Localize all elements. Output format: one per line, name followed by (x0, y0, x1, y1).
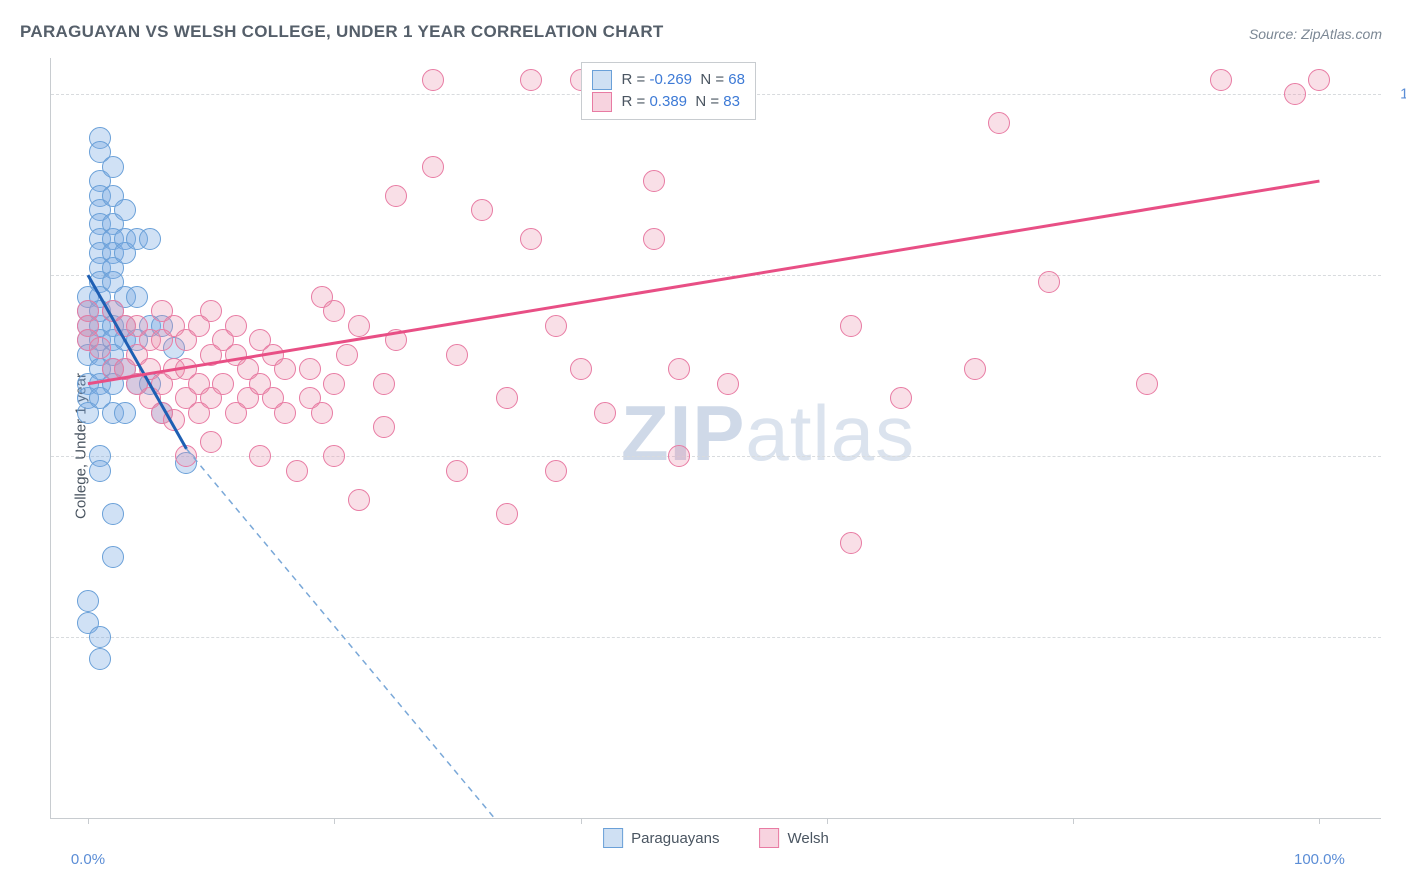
legend-swatch-icon (592, 70, 612, 90)
data-point-welsh (89, 337, 111, 359)
data-point-welsh (496, 503, 518, 525)
data-point-welsh (212, 373, 234, 395)
data-point-welsh (1136, 373, 1158, 395)
data-point-welsh (274, 402, 296, 424)
data-point-paraguayans (114, 199, 136, 221)
data-point-paraguayans (126, 286, 148, 308)
data-point-paraguayans (77, 590, 99, 612)
watermark: ZIPatlas (621, 388, 915, 479)
bottom-legend: Paraguayans Welsh (603, 828, 829, 848)
x-tick-mark (334, 818, 335, 824)
data-point-welsh (348, 315, 370, 337)
gridline-horizontal (51, 637, 1381, 638)
data-point-welsh (520, 228, 542, 250)
source-attribution: Source: ZipAtlas.com (1249, 26, 1382, 42)
data-point-welsh (570, 358, 592, 380)
data-point-welsh (446, 344, 468, 366)
data-point-welsh (323, 300, 345, 322)
data-point-welsh (840, 315, 862, 337)
stats-row-paraguayans: R = -0.269 N = 68 (592, 69, 745, 91)
data-point-paraguayans (102, 546, 124, 568)
data-point-paraguayans (89, 460, 111, 482)
data-point-welsh (274, 358, 296, 380)
data-point-welsh (668, 445, 690, 467)
legend-label: Welsh (788, 830, 829, 847)
regression-lines (51, 58, 1381, 818)
data-point-welsh (643, 228, 665, 250)
data-point-welsh (643, 170, 665, 192)
data-point-welsh (1284, 83, 1306, 105)
y-tick-label: 25.0% (1391, 629, 1406, 646)
chart-title: PARAGUAYAN VS WELSH COLLEGE, UNDER 1 YEA… (20, 22, 664, 42)
legend-label: Paraguayans (631, 830, 719, 847)
data-point-welsh (348, 489, 370, 511)
y-tick-label: 100.0% (1391, 86, 1406, 103)
data-point-welsh (225, 315, 247, 337)
data-point-welsh (336, 344, 358, 366)
data-point-welsh (311, 402, 333, 424)
legend-item-paraguayans: Paraguayans (603, 828, 719, 848)
data-point-paraguayans (114, 402, 136, 424)
y-tick-label: 50.0% (1391, 448, 1406, 465)
scatter-plot-area: ZIPatlas 25.0%50.0%75.0%100.0%0.0%100.0%… (50, 58, 1381, 819)
data-point-paraguayans (102, 156, 124, 178)
x-tick-mark (1319, 818, 1320, 824)
data-point-welsh (840, 532, 862, 554)
data-point-welsh (1038, 271, 1060, 293)
stats-row-welsh: R = 0.389 N = 83 (592, 91, 745, 113)
data-point-welsh (422, 69, 444, 91)
data-point-welsh (890, 387, 912, 409)
legend-swatch-icon (592, 92, 612, 112)
data-point-welsh (1210, 69, 1232, 91)
data-point-welsh (545, 460, 567, 482)
y-tick-label: 75.0% (1391, 267, 1406, 284)
data-point-paraguayans (139, 228, 161, 250)
x-tick-label: 100.0% (1294, 851, 1345, 868)
data-point-welsh (286, 460, 308, 482)
data-point-welsh (373, 416, 395, 438)
data-point-paraguayans (89, 626, 111, 648)
data-point-welsh (385, 185, 407, 207)
data-point-welsh (373, 373, 395, 395)
data-point-welsh (717, 373, 739, 395)
legend-item-welsh: Welsh (760, 828, 829, 848)
x-tick-mark (88, 818, 89, 824)
data-point-welsh (200, 431, 222, 453)
correlation-stats-box: R = -0.269 N = 68R = 0.389 N = 83 (581, 62, 756, 120)
data-point-welsh (496, 387, 518, 409)
data-point-welsh (249, 445, 271, 467)
x-tick-mark (1073, 818, 1074, 824)
data-point-welsh (323, 373, 345, 395)
data-point-welsh (520, 69, 542, 91)
x-tick-mark (581, 818, 582, 824)
data-point-welsh (668, 358, 690, 380)
data-point-welsh (964, 358, 986, 380)
legend-swatch-icon (760, 828, 780, 848)
data-point-welsh (988, 112, 1010, 134)
data-point-welsh (299, 358, 321, 380)
data-point-welsh (1308, 69, 1330, 91)
stats-text: R = 0.389 N = 83 (622, 91, 740, 113)
data-point-welsh (545, 315, 567, 337)
data-point-welsh (323, 445, 345, 467)
data-point-welsh (200, 300, 222, 322)
gridline-horizontal (51, 275, 1381, 276)
data-point-paraguayans (89, 648, 111, 670)
stats-text: R = -0.269 N = 68 (622, 69, 745, 91)
data-point-welsh (471, 199, 493, 221)
x-tick-label: 0.0% (71, 851, 105, 868)
legend-swatch-icon (603, 828, 623, 848)
data-point-welsh (594, 402, 616, 424)
data-point-welsh (446, 460, 468, 482)
data-point-paraguayans (102, 503, 124, 525)
x-tick-mark (827, 818, 828, 824)
data-point-welsh (422, 156, 444, 178)
data-point-welsh (385, 329, 407, 351)
data-point-welsh (163, 409, 185, 431)
data-point-welsh (175, 445, 197, 467)
